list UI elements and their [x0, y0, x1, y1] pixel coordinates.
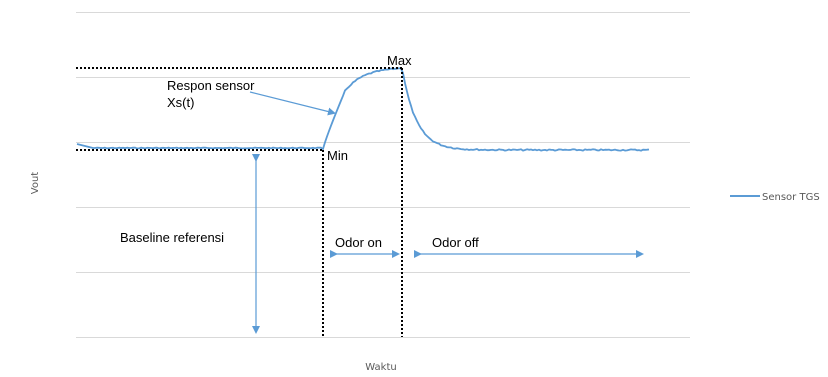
- odor-on-label: Odor on: [335, 235, 382, 250]
- annotation-arrows: [249, 91, 644, 334]
- min-label: Min: [327, 148, 348, 163]
- respon-label-line1: Respon sensor: [167, 78, 255, 93]
- max-label: Max: [387, 53, 412, 68]
- respon-arrow: [249, 91, 336, 116]
- legend-entry-sensor-tgs: Sensor TGS: [762, 192, 820, 203]
- legend: Sensor TGS: [730, 192, 820, 203]
- odor-off-label: Odor off: [432, 235, 479, 250]
- x-axis-title: Waktu: [365, 362, 396, 373]
- y-axis-title: Vout: [30, 172, 41, 195]
- reference-lines: [76, 67, 404, 337]
- respon-label-line2: Xs(t): [167, 95, 194, 110]
- baseline-label: Baseline referensi: [120, 230, 224, 245]
- gridlines: [76, 12, 690, 338]
- series-line-sensor-tgs: [76, 67, 650, 152]
